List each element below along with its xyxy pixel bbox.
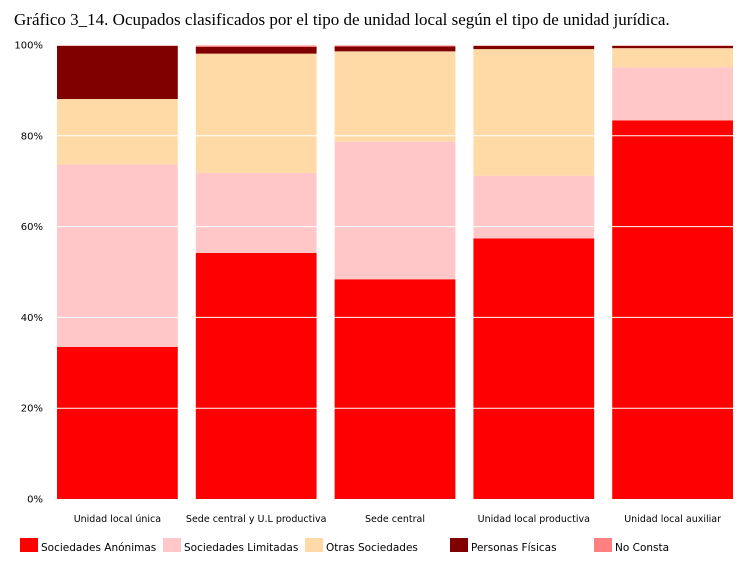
bar-segment-1-2: [57, 164, 178, 347]
bars-layer: [57, 45, 733, 500]
bar-segment-3-5: [334, 45, 456, 47]
x-tick-label: Sede central: [365, 514, 425, 525]
chart-title: Gráfico 3_14. Ocupados clasificados por …: [14, 10, 670, 29]
legend-label: Sociedades Limitadas: [184, 542, 298, 554]
bar-segment-5-2: [612, 67, 733, 121]
bar-segment-3-3: [334, 51, 456, 142]
bar-segment-4-2: [473, 175, 595, 239]
x-tick-label: Sede central y U.L productiva: [186, 514, 327, 525]
bar-segment-1-4: [57, 45, 178, 100]
legend-swatch: [20, 538, 38, 552]
y-tick-label: 80%: [21, 131, 43, 142]
bar-segment-5-3: [612, 48, 733, 68]
y-tick-label: 100%: [14, 41, 43, 52]
legend-label: Otras Sociedades: [326, 542, 418, 554]
x-axis: Unidad local única Sede central y U.L pro…: [74, 514, 721, 525]
legend-swatch: [163, 538, 181, 552]
x-tick-label: Unidad local auxiliar: [624, 514, 721, 525]
legend-swatch: [305, 538, 323, 552]
bar-segment-3-2: [334, 141, 456, 280]
bar-segment-2-3: [195, 53, 317, 174]
y-tick-label: 0%: [27, 495, 43, 506]
bar-segment-3-1: [334, 279, 456, 499]
bar-segment-4-4: [473, 45, 595, 50]
bar-segment-5-4: [612, 45, 733, 49]
y-tick-label: 60%: [21, 222, 43, 233]
y-axis: 0% 20% 40% 60% 80% 100%: [14, 41, 43, 506]
x-tick-label: Unidad local única: [74, 514, 161, 525]
bar-segment-2-2: [195, 173, 317, 253]
gridlines: [48, 44, 742, 409]
legend-swatch: [450, 538, 468, 552]
bar-segment-2-4: [195, 46, 317, 54]
legend-label: Sociedades Anónimas: [41, 542, 156, 554]
legend: Sociedades Anónimas Sociedades Limitadas O…: [20, 538, 669, 554]
bar-segment-5-1: [612, 120, 733, 500]
legend-label: No Consta: [615, 542, 669, 554]
bar-segment-1-3: [57, 99, 178, 165]
bar-segment-4-1: [473, 238, 595, 499]
bar-segment-2-5: [195, 45, 317, 47]
bar-segment-2-1: [195, 252, 317, 499]
y-tick-label: 20%: [21, 404, 43, 415]
legend-swatch: [594, 538, 612, 552]
y-tick-label: 40%: [21, 313, 43, 324]
legend-label: Personas Físicas: [471, 542, 557, 554]
bar-segment-3-4: [334, 46, 456, 52]
bar-segment-4-3: [473, 49, 595, 176]
bar-segment-1-1: [57, 346, 178, 499]
x-tick-label: Unidad local productiva: [478, 514, 590, 525]
